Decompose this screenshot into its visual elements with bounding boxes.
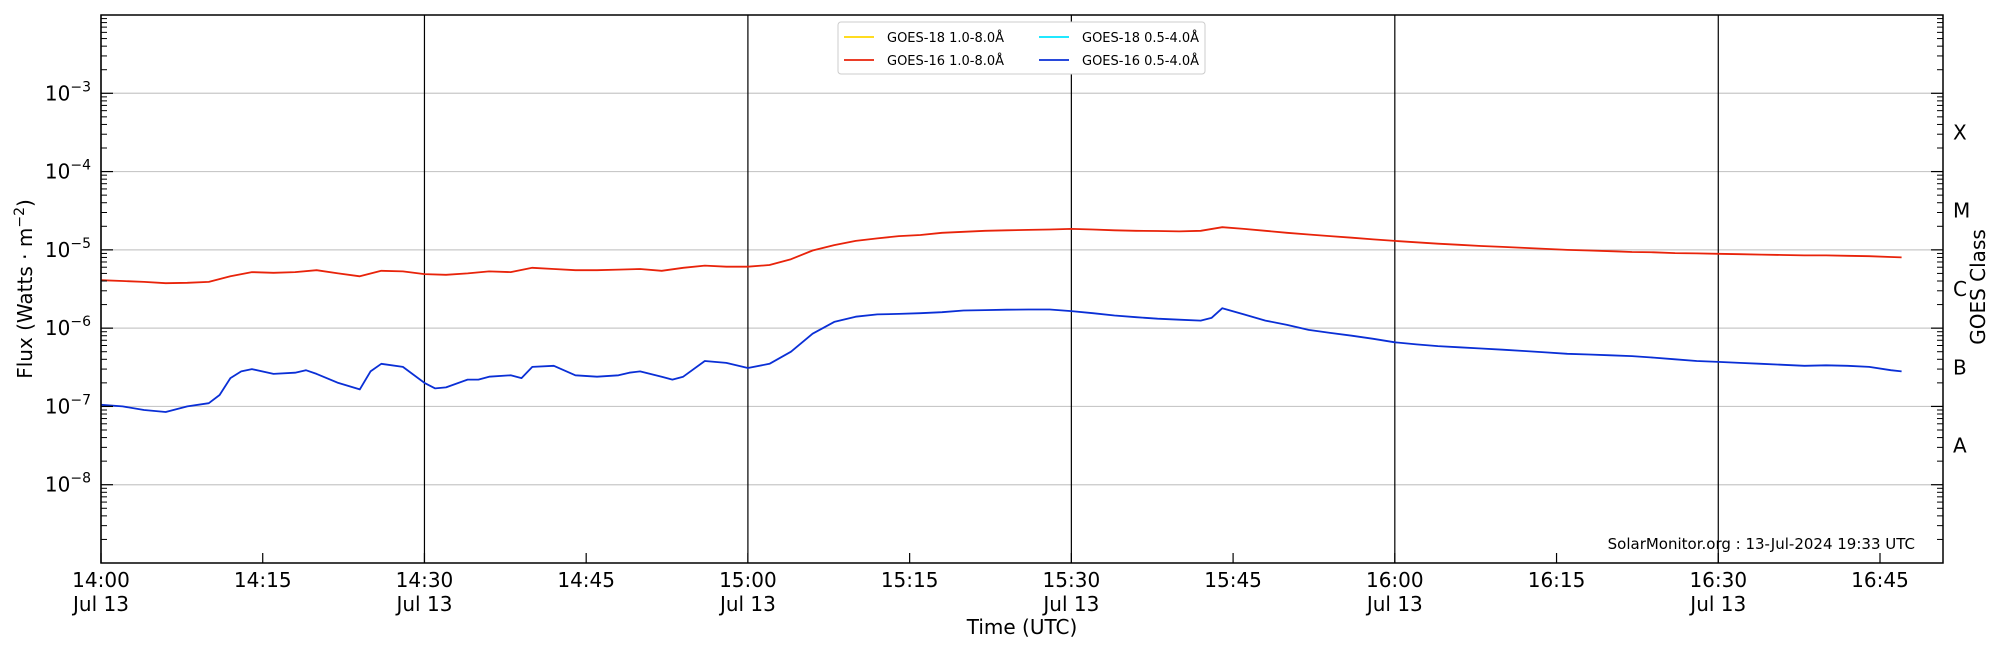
x-tick-label: 15:15 bbox=[881, 568, 939, 592]
x-tick-date: Jul 13 bbox=[394, 592, 452, 616]
y-tick-base: 10 bbox=[45, 81, 70, 105]
y-tick-exponent: −3 bbox=[70, 79, 91, 95]
ticks-layer bbox=[100, 18, 1943, 563]
x-tick-label: 14:00 bbox=[72, 568, 130, 592]
legend-label: GOES-18 1.0-8.0Å bbox=[887, 30, 1004, 46]
y-axis-title-main: Flux (Watts · m bbox=[13, 228, 37, 379]
x-tick-label: 16:30 bbox=[1689, 568, 1747, 592]
x-tick-label: 15:45 bbox=[1204, 568, 1262, 592]
goes-class-label: A bbox=[1953, 434, 1967, 458]
y-tick-label: 10−3 bbox=[45, 79, 91, 105]
y-tick-base: 10 bbox=[45, 316, 70, 340]
x-tick-label: 16:15 bbox=[1528, 568, 1586, 592]
legend: GOES-18 1.0-8.0Å GOES-18 0.5-4.0Å GOES-16 … bbox=[837, 21, 1206, 75]
legend-box bbox=[837, 21, 1206, 75]
x-tick-label: 15:30 bbox=[1043, 568, 1101, 592]
series-line-goes16-long bbox=[100, 226, 1902, 285]
y-tick-label: 10−8 bbox=[45, 471, 91, 497]
y-tick-label: 10−6 bbox=[45, 314, 91, 340]
x-tick-label: 14:30 bbox=[396, 568, 454, 592]
x-tick-date: Jul 13 bbox=[718, 592, 776, 616]
y-tick-exponent: −7 bbox=[70, 392, 91, 408]
goes-class-label: C bbox=[1953, 277, 1967, 301]
x-tick-label: 16:00 bbox=[1366, 568, 1424, 592]
x-tick-date: Jul 13 bbox=[1688, 592, 1746, 616]
y-tick-label: 10−5 bbox=[45, 236, 91, 262]
x-tick-label: 14:15 bbox=[234, 568, 292, 592]
y-tick-exponent: −6 bbox=[70, 314, 91, 330]
legend-label: GOES-18 0.5-4.0Å bbox=[1082, 30, 1199, 46]
series-line-goes16-short bbox=[100, 307, 1902, 413]
x-tick-label: 16:45 bbox=[1851, 568, 1909, 592]
y-tick-label: 10−7 bbox=[45, 392, 91, 418]
goes-class-label: B bbox=[1953, 355, 1967, 379]
goes-class-label: X bbox=[1953, 120, 1967, 144]
x-tick-label: 15:00 bbox=[719, 568, 777, 592]
y-tick-exponent: −5 bbox=[70, 236, 91, 252]
y-axis-title-exponent: −2 bbox=[12, 207, 28, 228]
legend-label: GOES-16 1.0-8.0Å bbox=[887, 53, 1004, 69]
y-tick-exponent: −8 bbox=[70, 471, 91, 487]
y-axis-title: Flux (Watts · m−2) bbox=[12, 199, 37, 379]
plot-frame bbox=[100, 14, 1944, 564]
series-layer bbox=[100, 226, 1902, 413]
x-tick-label: 14:45 bbox=[557, 568, 615, 592]
x-tick-date: Jul 13 bbox=[1365, 592, 1423, 616]
x-tick-date: Jul 13 bbox=[71, 592, 129, 616]
legend-label: GOES-16 0.5-4.0Å bbox=[1082, 53, 1199, 69]
y-tick-label: 10−4 bbox=[45, 158, 91, 184]
y-tick-base: 10 bbox=[45, 473, 70, 497]
y-tick-base: 10 bbox=[45, 160, 70, 184]
y-axis-title-close: ) bbox=[13, 199, 37, 207]
goes-class-label: M bbox=[1953, 199, 1970, 223]
credit-text: SolarMonitor.org : 13-Jul-2024 19:33 UTC bbox=[1608, 535, 1915, 553]
grid-layer bbox=[100, 15, 1943, 563]
y-tick-base: 10 bbox=[45, 394, 70, 418]
y-tick-exponent: −4 bbox=[70, 158, 91, 174]
x-tick-date: Jul 13 bbox=[1041, 592, 1099, 616]
goes-class-axis-title: GOES Class bbox=[1966, 229, 1990, 345]
y-tick-base: 10 bbox=[45, 238, 70, 262]
x-axis-title: Time (UTC) bbox=[966, 615, 1078, 639]
